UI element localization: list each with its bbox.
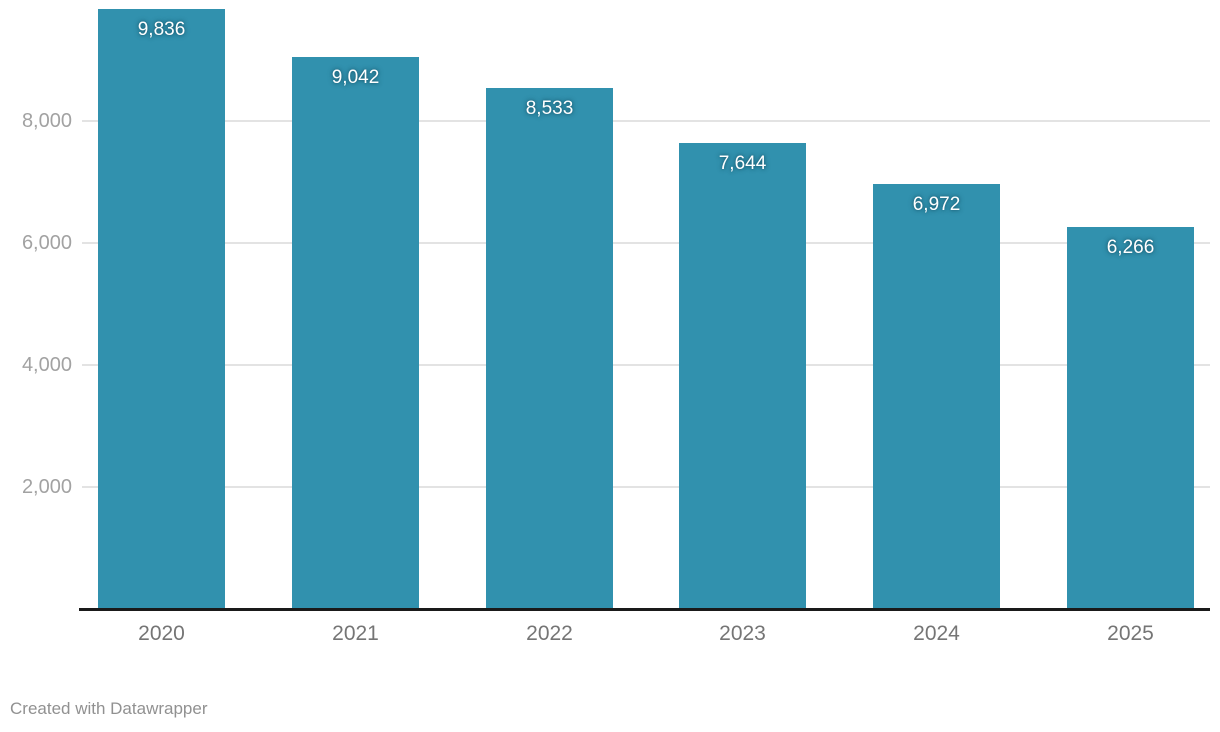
x-tick-label: 2022	[526, 622, 573, 645]
x-tick-label: 2023	[719, 622, 766, 645]
y-tick-label: 8,000	[21, 110, 72, 132]
bar-2024: 6,972	[873, 184, 1000, 609]
bar-value-label: 7,644	[718, 153, 767, 174]
bar-2023: 7,644	[679, 143, 806, 609]
bar-value-label: 9,836	[137, 19, 186, 40]
plot-area: 2,000 4,000 6,000 8,000 9,836 9,042 8,533 7,64…	[22, 0, 1210, 645]
x-tick-label: 2020	[138, 622, 185, 645]
y-tick-label: 2,000	[21, 476, 72, 498]
attribution: Created with Datawrapper	[10, 699, 208, 718]
bar-value-label: 8,533	[525, 98, 574, 119]
bar-value-label: 6,266	[1106, 237, 1155, 258]
bar-value-label: 9,042	[331, 67, 380, 88]
y-tick-label: 6,000	[21, 232, 72, 254]
x-axis-line	[79, 608, 1210, 611]
x-tick-label: 2025	[1107, 622, 1154, 645]
gridline	[82, 242, 1210, 244]
bar-2025: 6,266	[1067, 227, 1194, 609]
bar-2021: 9,042	[292, 57, 419, 609]
y-tick-label: 4,000	[21, 354, 72, 376]
bar-value-label: 6,972	[912, 194, 961, 215]
bar-2022: 8,533	[486, 88, 613, 609]
gridline	[82, 486, 1210, 488]
bar-2020: 9,836	[98, 9, 225, 609]
x-tick-label: 2024	[913, 622, 960, 645]
gridline	[82, 120, 1210, 122]
x-tick-label: 2021	[332, 622, 379, 645]
gridline	[82, 364, 1210, 366]
